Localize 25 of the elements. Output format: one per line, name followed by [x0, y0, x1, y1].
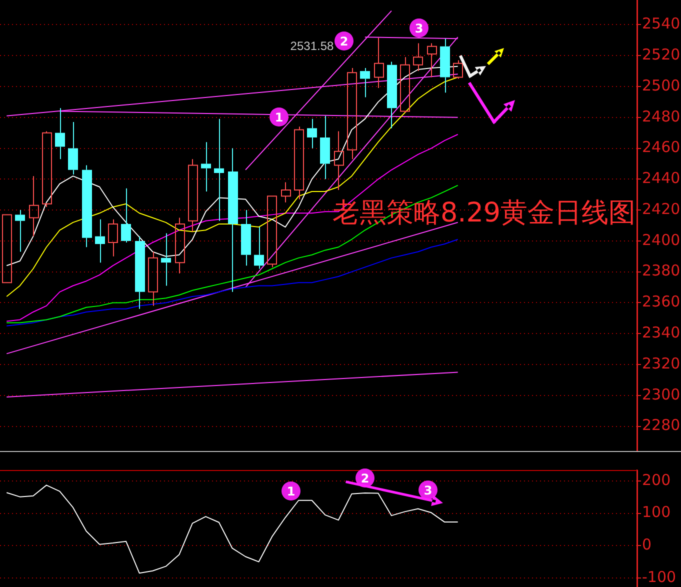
y-tick-label: 2440	[642, 169, 680, 188]
y-tick-label: 200	[642, 470, 671, 489]
annotation: 1	[270, 108, 288, 126]
y-tick-label: 2340	[642, 324, 680, 342]
y-tick-label: 0	[642, 536, 652, 554]
annotation: 3	[410, 18, 428, 38]
annotation: 1	[282, 482, 300, 500]
annotation: 2	[356, 468, 374, 488]
y-tick-label: 2500	[642, 76, 680, 94]
y-tick-label: 2540	[642, 14, 680, 33]
y-tick-label: 2460	[642, 138, 680, 156]
annotation: 3	[418, 480, 438, 500]
y-tick-label: 2320	[642, 354, 680, 372]
y-tick-label: 2360	[642, 292, 680, 311]
annotation: 2	[334, 32, 354, 50]
y-tick-label: 2280	[642, 416, 680, 434]
y-tick-label: 2380	[642, 262, 680, 280]
y-tick-label: -100	[642, 568, 676, 586]
y-tick-label: 2420	[642, 200, 680, 218]
y-tick-label: 2480	[642, 107, 680, 126]
y-tick-label: 2400	[642, 230, 680, 249]
y-tick-label: 100	[642, 503, 671, 522]
y-tick-label: 2520	[642, 45, 680, 64]
y-tick-label: 2300	[642, 385, 680, 404]
annotation: 2531.58	[290, 39, 334, 53]
